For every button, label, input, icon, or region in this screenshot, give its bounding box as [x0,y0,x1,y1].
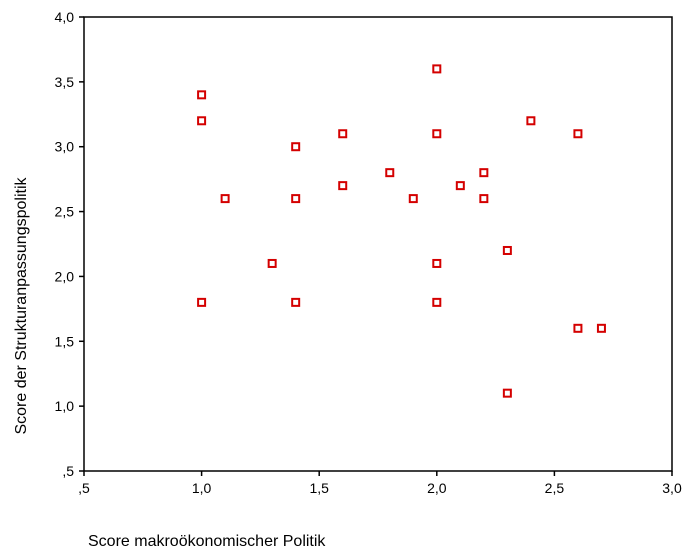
y-tick-label: 2,0 [55,268,75,284]
data-point [502,388,512,398]
x-tick-label: 3,0 [662,480,682,496]
data-point [197,116,207,126]
data-point [432,297,442,307]
data-point [573,323,583,333]
data-point [455,181,465,191]
plot-frame [83,16,673,472]
data-point [385,168,395,178]
data-point [220,194,230,204]
data-point [291,142,301,152]
data-point [432,258,442,268]
data-point [526,116,536,126]
x-axis-title: Score makroökonomischer Politik [88,533,326,550]
y-tick-label: 1,5 [55,333,75,349]
data-point [573,129,583,139]
data-point [197,90,207,100]
y-tick-label: ,5 [62,463,74,479]
data-point [291,297,301,307]
data-point [338,181,348,191]
data-point [596,323,606,333]
y-tick-label: 3,0 [55,139,75,155]
y-tick-label: 2,5 [55,204,75,220]
data-point [432,64,442,74]
x-axis: ,5 1,0 1,5 2,0 2,5 3,0 [78,471,682,496]
data-point [502,245,512,255]
x-tick-label: 1,5 [309,480,329,496]
y-axis-title: Score der Strukturanpassungspolitik [13,176,30,434]
data-point [291,194,301,204]
x-tick-label: 1,0 [192,480,212,496]
x-tick-label: ,5 [78,480,90,496]
y-tick-label: 1,0 [55,398,75,414]
data-point [479,168,489,178]
data-point [267,258,277,268]
x-tick-label: 2,0 [427,480,447,496]
data-point [197,297,207,307]
data-points [197,64,606,398]
data-point [338,129,348,139]
y-tick-label: 4,0 [55,9,75,25]
data-point [432,129,442,139]
data-point [408,194,418,204]
y-axis: ,5 1,0 1,5 2,0 2,5 3,0 3,5 4,0 [55,9,84,479]
x-tick-label: 2,5 [545,480,565,496]
y-tick-label: 3,5 [55,74,75,90]
data-point [479,194,489,204]
